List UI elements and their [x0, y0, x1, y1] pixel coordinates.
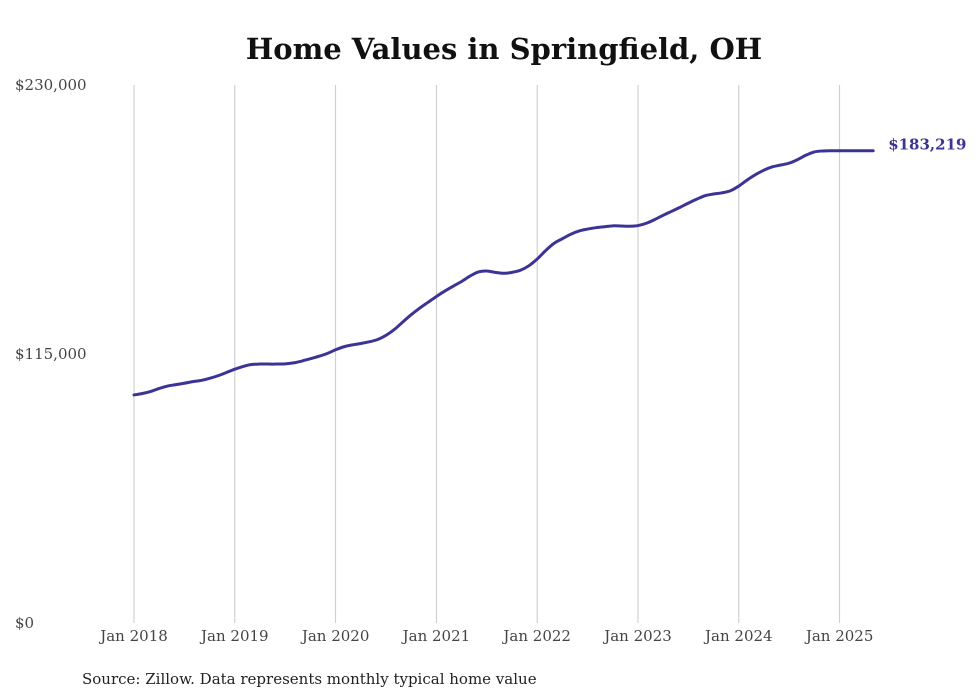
x-tick-label: Jan 2025	[804, 627, 874, 645]
y-axis-ticks: $0 $115,000 $230,000	[15, 76, 87, 632]
x-tick-label: Jan 2020	[300, 627, 370, 645]
end-value-label: $183,219	[888, 136, 966, 154]
x-tick-label: Jan 2019	[199, 627, 269, 645]
grid	[133, 85, 841, 623]
y-tick-label: $115,000	[15, 345, 87, 363]
y-tick-label: $230,000	[15, 76, 87, 94]
x-tick-label: Jan 2018	[98, 627, 168, 645]
x-tick-label: Jan 2021	[401, 627, 471, 645]
chart-title: Home Values in Springfield, OH	[246, 32, 762, 66]
source-note: Source: Zillow. Data represents monthly …	[82, 670, 537, 688]
series-line	[132, 149, 875, 397]
x-tick-label: Jan 2023	[602, 627, 672, 645]
series-group	[132, 149, 875, 397]
y-tick-label: $0	[15, 614, 34, 632]
x-tick-label: Jan 2022	[501, 627, 571, 645]
x-axis-ticks: Jan 2018 Jan 2019 Jan 2020 Jan 2021 Jan 2022…	[98, 627, 873, 645]
x-tick-label: Jan 2024	[703, 627, 773, 645]
